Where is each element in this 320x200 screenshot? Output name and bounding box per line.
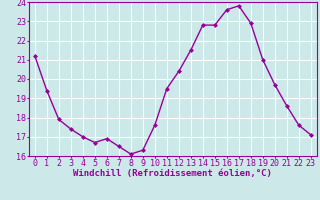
X-axis label: Windchill (Refroidissement éolien,°C): Windchill (Refroidissement éolien,°C) — [73, 169, 272, 178]
